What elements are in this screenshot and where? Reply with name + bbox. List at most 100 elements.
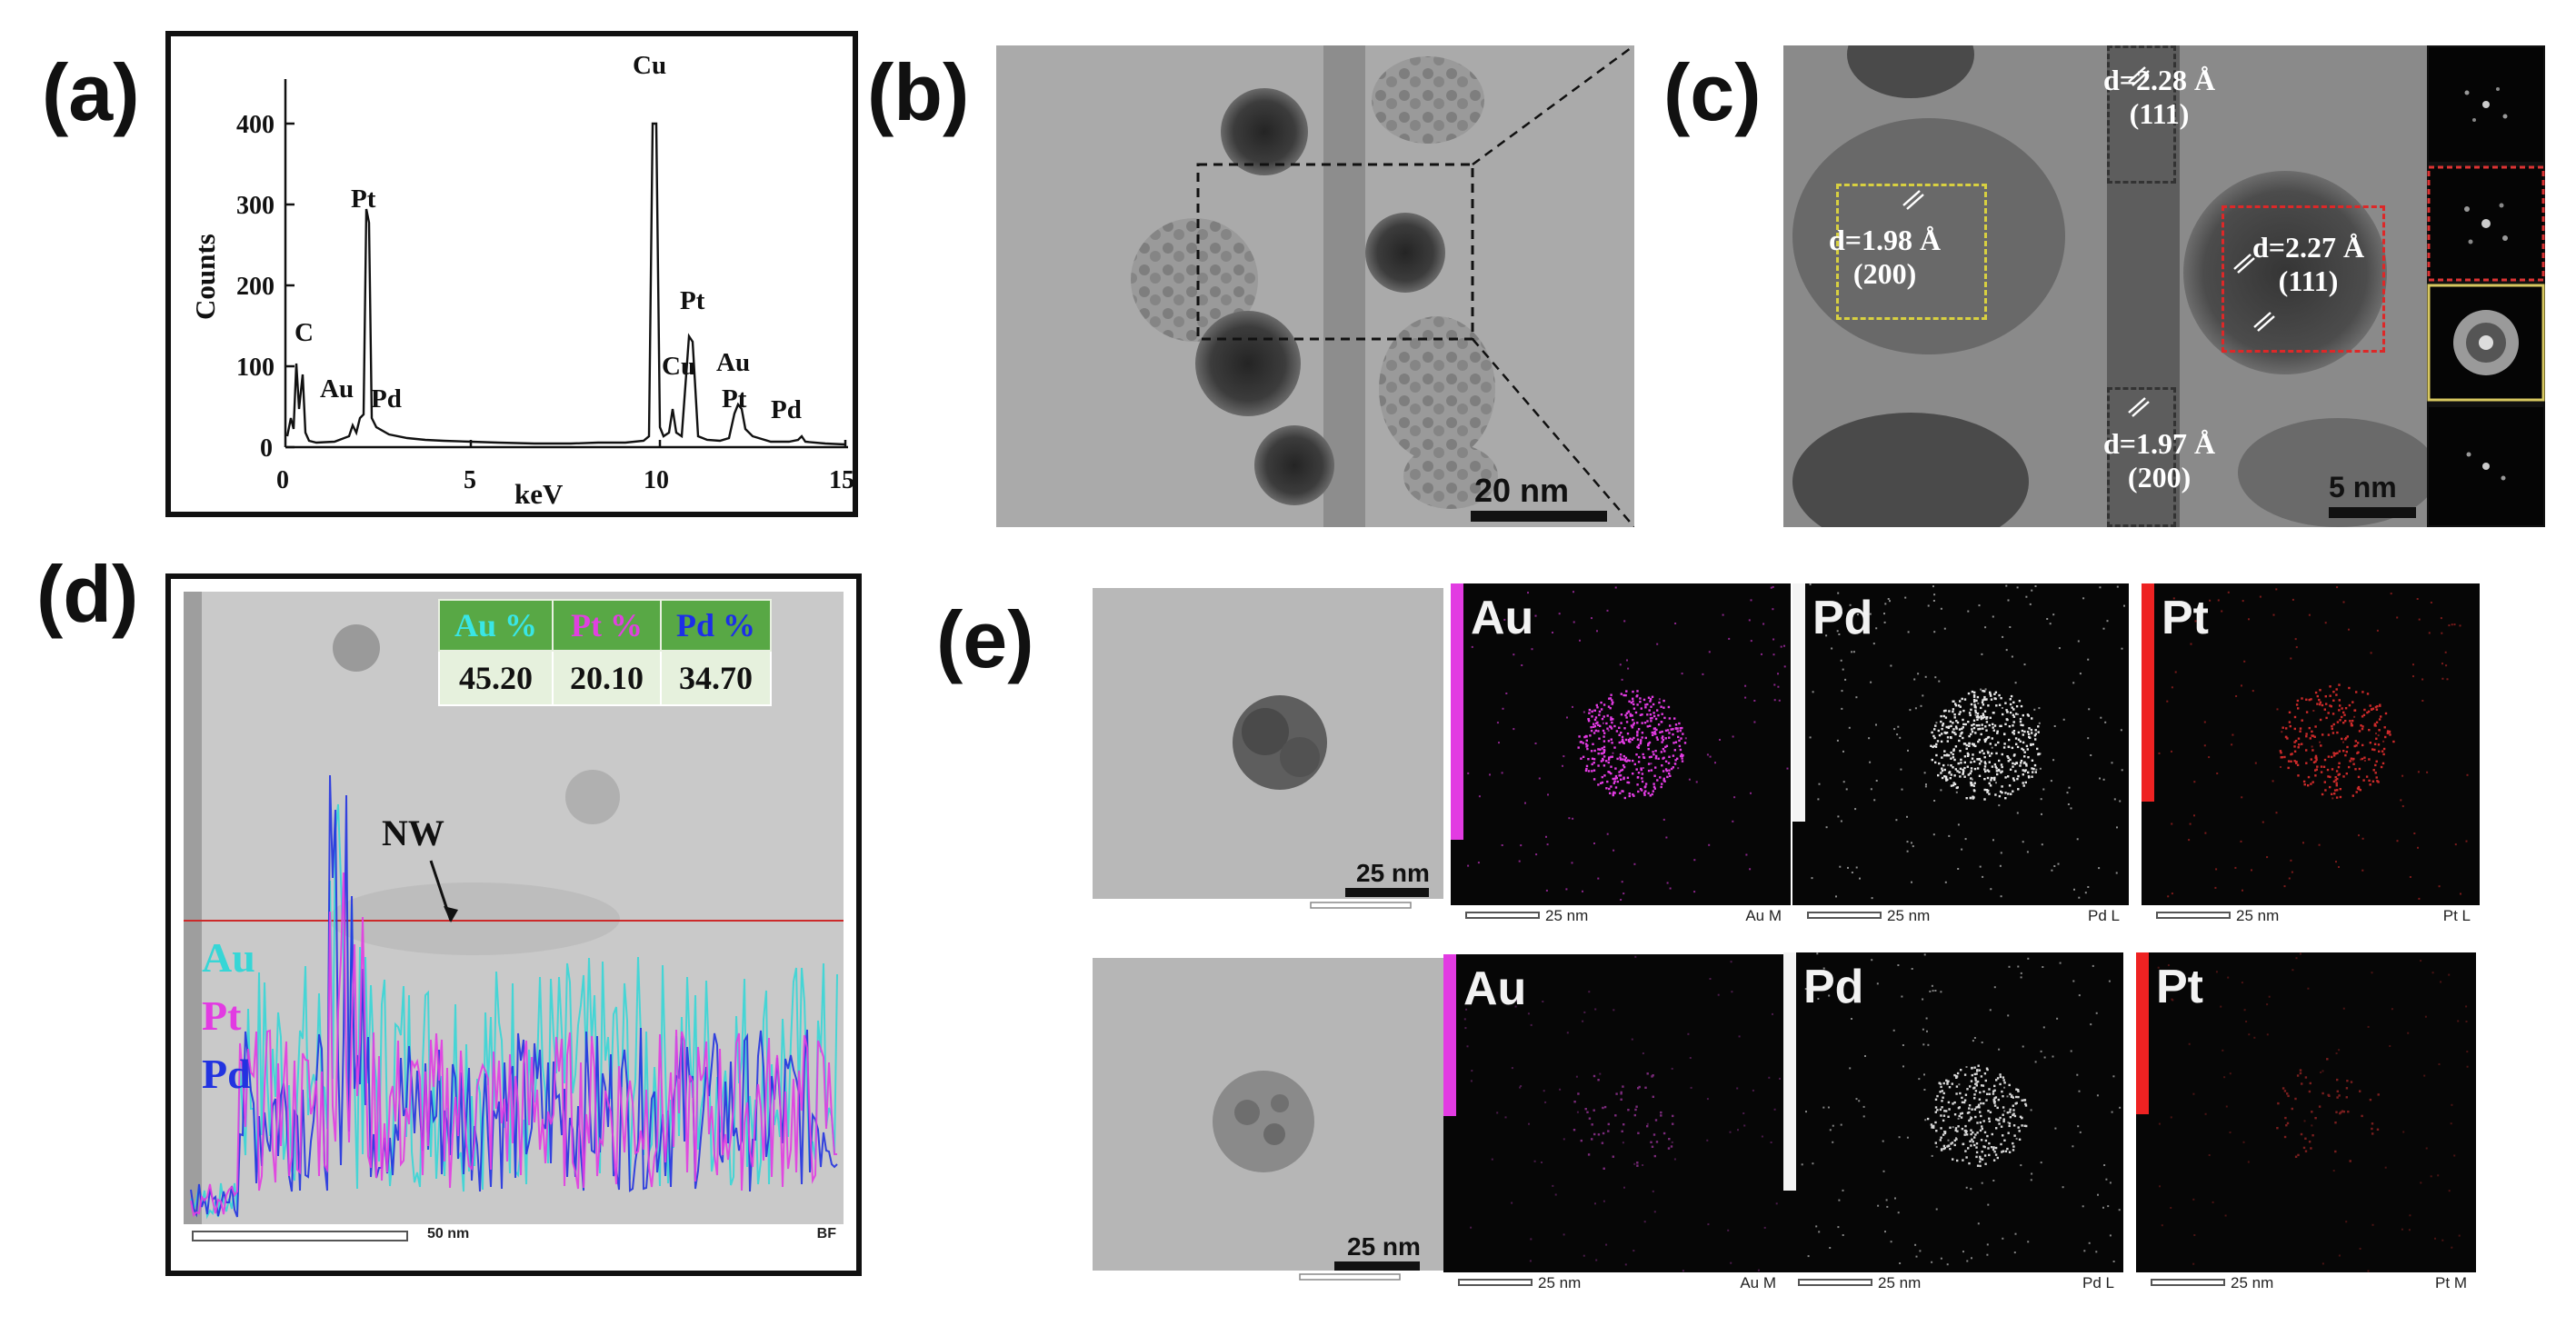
footer-line-label: Pt L xyxy=(2442,907,2471,924)
footer-scale-bar xyxy=(1465,912,1540,919)
map-label-pd-row-2: Pd xyxy=(1803,961,1864,1013)
legend-pt: Pt xyxy=(202,992,242,1039)
footer-line-label: Au M xyxy=(1745,907,1782,924)
lattice-d-2: d=1.98 Å xyxy=(1829,224,1942,256)
scale-label-c: 5 nm xyxy=(2329,471,2397,503)
footer-scale-bar xyxy=(1798,1279,1872,1286)
footer-scale-bar xyxy=(1458,1279,1533,1286)
map-pt-row-1: Pt 25 nm Pt L xyxy=(2142,583,2480,929)
map-footer-pt-row-1: 25 nm Pt L xyxy=(2142,905,2480,929)
map-label-au-row-2: Au xyxy=(1463,962,1527,1015)
footer-scale-label: 25 nm xyxy=(1887,907,1931,924)
panel-d-letter: (d) xyxy=(36,549,139,639)
footer-scale-label: 25 nm xyxy=(2236,907,2280,924)
footer-scale-label: 25 nm xyxy=(1545,907,1589,924)
intensity-strip-pt-row-2 xyxy=(2136,952,2149,1114)
footer-scale-label: 25 nm xyxy=(1878,1274,1922,1291)
peak-label-pt-3: Pt xyxy=(722,384,747,414)
map-au-row-2: Au 25 nm Au M xyxy=(1443,954,1785,1296)
lattice-hkl-3: (111) xyxy=(2278,264,2339,297)
peak-label-pd-1: Pd xyxy=(371,384,402,414)
peak-label-pt-1: Pt xyxy=(351,184,376,214)
map-label-au-row-1: Au xyxy=(1471,592,1534,644)
footer-line-label: Pd L xyxy=(2082,1274,2114,1291)
table-value-pd: 34.70 xyxy=(660,650,773,706)
bf-scale-bar-row-2 xyxy=(1334,1261,1420,1271)
scale-bar-b xyxy=(1471,511,1607,522)
bf-scale-label-row-2: 25 nm xyxy=(1347,1232,1421,1261)
panel-c-letter: (c) xyxy=(1663,47,1762,137)
ytick-100: 100 xyxy=(236,354,275,382)
bf-image-row-2: 25 nm xyxy=(1093,958,1443,1287)
lattice-label-1: d=2.28 Å (111) xyxy=(2103,64,2215,131)
footer-scale-label: 25 nm xyxy=(2231,1274,2274,1291)
scale-label-d: 50 nm xyxy=(427,1226,470,1241)
map-au-row-1: Au 25 nm Au M xyxy=(1451,583,1791,929)
xtick-5: 5 xyxy=(464,466,476,494)
ytick-400: 400 xyxy=(236,111,275,139)
map-pd-row-1: Pd 25 nm Pd L xyxy=(1792,583,2129,929)
y-axis-label: Counts xyxy=(189,234,221,320)
peak-label-pt-2: Pt xyxy=(680,286,705,315)
footer-line-label: Au M xyxy=(1740,1274,1776,1291)
footer-line-label: Pd L xyxy=(2088,907,2120,924)
intensity-strip-pd-row-1 xyxy=(1792,583,1805,822)
footer-scale-bar xyxy=(2156,912,2231,919)
map-footer-pt-row-2: 25 nm Pt M xyxy=(2136,1272,2476,1296)
bf-scale-bar-row-1 xyxy=(1345,888,1429,897)
footer-scale-label: 25 nm xyxy=(1538,1274,1582,1291)
footer-line-label: Pt M xyxy=(2435,1274,2467,1291)
map-footer-au-row-1: 25 nm Au M xyxy=(1451,905,1791,929)
roi-box-top xyxy=(2107,45,2176,184)
line-scan-panel: NW 50 nm BF Au % Pt % Pd % 45.20 20.10 3… xyxy=(165,573,862,1276)
bf-scale-label-row-1: 25 nm xyxy=(1356,859,1430,887)
lattice-label-3: d=2.27 Å (111) xyxy=(2252,231,2364,298)
peak-label-au-2: Au xyxy=(716,348,750,377)
tem-image-b: 20 nm xyxy=(996,45,1634,527)
lattice-hkl-1: (111) xyxy=(2129,96,2190,130)
ytick-0: 0 xyxy=(260,434,273,463)
peak-label-pd-2: Pd xyxy=(771,395,802,424)
lattice-d-3: d=2.27 Å xyxy=(2252,231,2365,264)
imaging-mode-label: BF xyxy=(816,1226,836,1241)
map-footer-pd-row-2: 25 nm Pd L xyxy=(1783,1272,2123,1296)
lattice-label-4: d=1.97 Å (200) xyxy=(2103,427,2215,494)
intensity-strip-au-row-1 xyxy=(1451,583,1463,840)
scale-label-b: 20 nm xyxy=(1474,472,1570,509)
hrtem-image-c: d=2.28 Å (111) d=1.98 Å (200) d=2.27 Å (… xyxy=(1783,45,2545,527)
xtick-10: 10 xyxy=(644,466,669,494)
xtick-0: 0 xyxy=(276,466,289,494)
fft-insets xyxy=(2427,47,2545,525)
spectrum-trace xyxy=(285,122,846,446)
scale-bar-c xyxy=(2329,507,2416,518)
peak-label-cu-1: Cu xyxy=(633,51,666,80)
map-pt-row-2: Pt 25 nm Pt M xyxy=(2136,952,2476,1296)
peak-label-au-1: Au xyxy=(320,374,354,404)
lattice-label-2: d=1.98 Å (200) xyxy=(1829,224,1941,291)
x-axis-label: keV xyxy=(514,478,564,510)
lattice-d-4: d=1.97 Å xyxy=(2103,427,2216,460)
map-footer-au-row-2: 25 nm Au M xyxy=(1443,1272,1785,1296)
map-label-pt-row-2: Pt xyxy=(2156,961,2203,1013)
map-label-pd-row-1: Pd xyxy=(1812,592,1873,644)
legend-pd: Pd xyxy=(202,1051,251,1097)
lattice-hkl-2: (200) xyxy=(1852,256,1917,290)
footer-scale-bar xyxy=(1807,912,1882,919)
arrow-label-nw: NW xyxy=(382,813,444,853)
panel-a-letter: (a) xyxy=(42,47,140,137)
ytick-300: 300 xyxy=(236,192,275,220)
composition-table: Au % Pt % Pd % 45.20 20.10 34.70 xyxy=(437,599,773,706)
table-header-pd: Pd % xyxy=(660,599,773,652)
panel-e-letter: (e) xyxy=(936,594,1034,684)
map-label-pt-row-1: Pt xyxy=(2162,592,2209,644)
table-value-pt: 20.10 xyxy=(552,650,663,706)
footer-scale-bar xyxy=(2151,1279,2225,1286)
table-header-au: Au % xyxy=(437,599,554,652)
eds-spectrum-chart: 0 100 200 300 400 0 5 10 15 keV Counts C… xyxy=(189,51,854,510)
eds-spectrum-panel: 0 100 200 300 400 0 5 10 15 keV Counts C… xyxy=(165,31,858,517)
ytick-200: 200 xyxy=(236,273,275,301)
table-value-au: 45.20 xyxy=(437,650,554,706)
panel-b-letter: (b) xyxy=(867,47,970,137)
bf-image-row-1: 25 nm xyxy=(1093,588,1443,915)
map-footer-pd-row-1: 25 nm Pd L xyxy=(1792,905,2129,929)
